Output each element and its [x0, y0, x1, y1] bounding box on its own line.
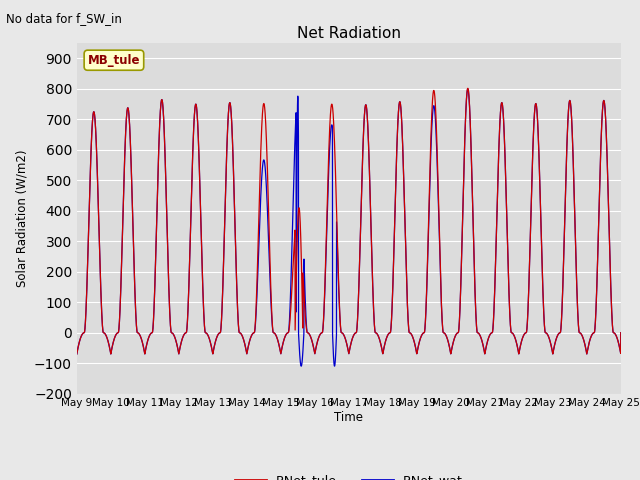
Legend: RNet_tule, RNet_wat: RNet_tule, RNet_wat — [230, 469, 468, 480]
Y-axis label: Solar Radiation (W/m2): Solar Radiation (W/m2) — [15, 150, 28, 287]
Title: Net Radiation: Net Radiation — [297, 25, 401, 41]
Text: No data for f_SW_in: No data for f_SW_in — [6, 12, 122, 25]
Text: MB_tule: MB_tule — [88, 54, 140, 67]
X-axis label: Time: Time — [334, 411, 364, 424]
